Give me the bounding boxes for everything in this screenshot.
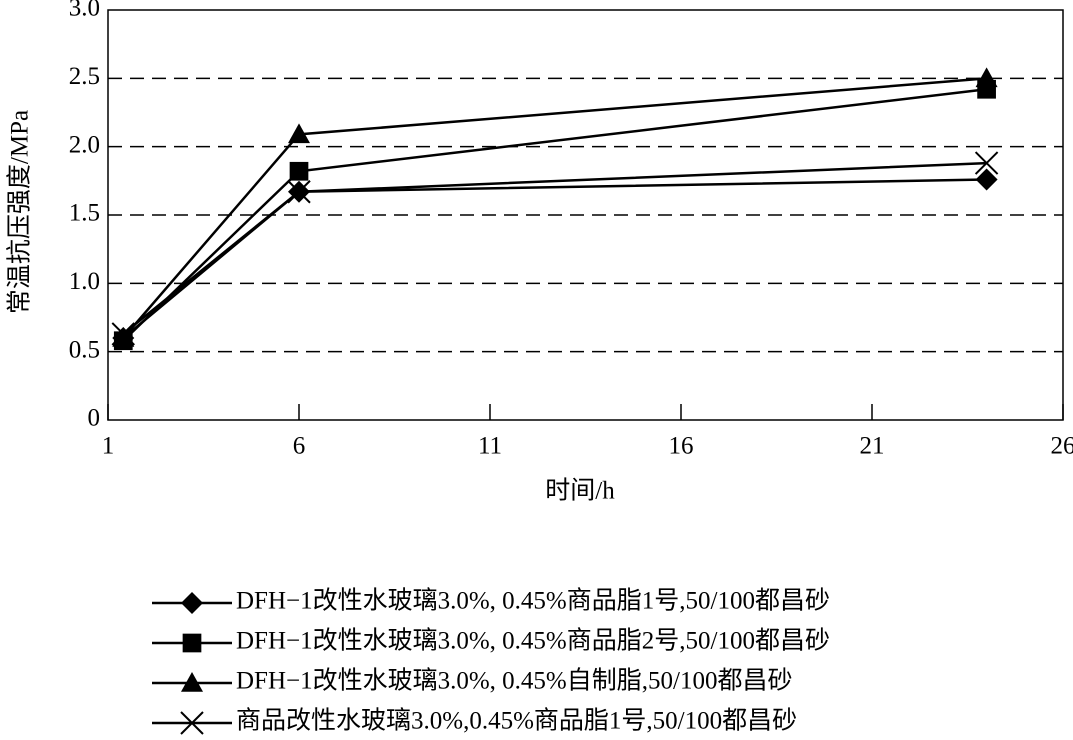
legend-label: DFH−1改性水玻璃3.0%, 0.45%商品脂2号,50/100都昌砂	[236, 627, 830, 655]
legend-marker	[181, 672, 203, 692]
x-tick-label: 16	[669, 433, 694, 460]
y-tick-label: 0	[88, 405, 101, 432]
data-point	[974, 151, 999, 175]
x-tick-label: 6	[293, 433, 306, 460]
x-axis-label: 时间/h	[545, 477, 615, 505]
legend-label: DFH−1改性水玻璃3.0%, 0.45%商品脂1号,50/100都昌砂	[236, 587, 830, 615]
data-point	[289, 161, 309, 181]
y-tick-label: 2.0	[69, 131, 100, 158]
plot-frame	[107, 9, 1064, 421]
data-point	[112, 327, 135, 347]
y-tick-label: 3.0	[69, 0, 100, 22]
x-tick-label: 11	[478, 433, 502, 460]
legend-label: 商品改性水玻璃3.0%,0.45%商品脂1号,50/100都昌砂	[236, 707, 797, 735]
series-line	[122, 178, 987, 339]
data-point	[975, 67, 998, 88]
x-tick-label: 26	[1051, 433, 1073, 460]
legend-marker	[182, 633, 202, 653]
series-line	[122, 77, 987, 339]
y-tick-label: 1.0	[69, 268, 100, 295]
data-point	[975, 168, 998, 191]
legend-marker	[180, 711, 204, 735]
y-tick-label: 0.5	[69, 336, 100, 363]
y-tick-label: 2.5	[69, 63, 100, 90]
legend-marker	[181, 592, 203, 614]
x-tick-label: 21	[860, 433, 885, 460]
x-tick-label: 1	[102, 433, 115, 460]
data-point	[288, 123, 310, 144]
data-point	[111, 322, 135, 346]
y-axis-label: 常温抗压强度/MPa	[6, 110, 34, 314]
y-tick-label: 1.5	[69, 200, 100, 227]
legend-label: DFH−1改性水玻璃3.0%, 0.45%自制脂,50/100都昌砂	[236, 667, 792, 695]
data-point	[287, 180, 311, 204]
